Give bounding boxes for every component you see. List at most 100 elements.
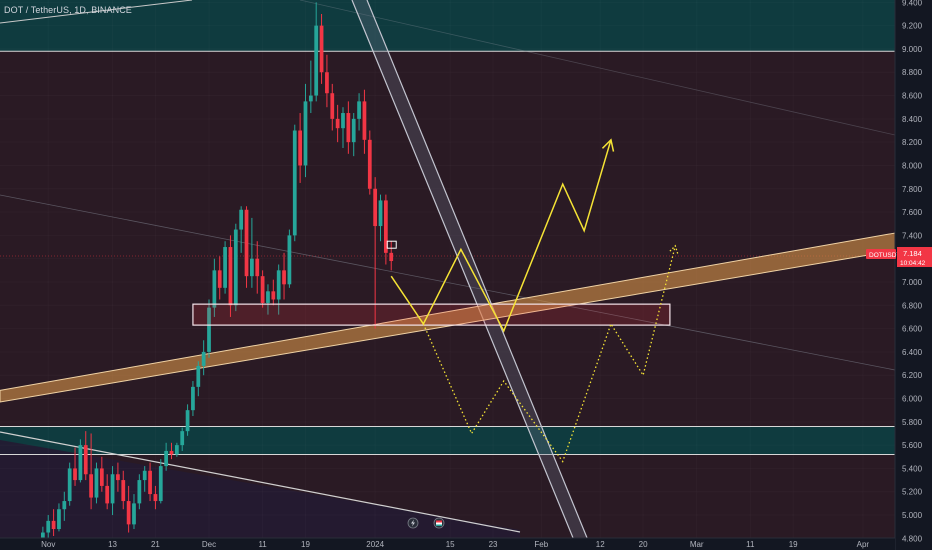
- price-tick-label: 4.800: [902, 534, 923, 543]
- projection-layer: [390, 138, 679, 463]
- price-tick-label: 8.600: [902, 92, 923, 101]
- candle-body: [174, 445, 179, 455]
- candle-body: [158, 466, 163, 502]
- candle-body: [196, 365, 201, 387]
- candle: [239, 206, 244, 253]
- time-tick-label: Mar: [690, 540, 704, 549]
- candle-body: [57, 509, 61, 530]
- candle-body: [357, 101, 361, 119]
- candle-body: [255, 258, 260, 277]
- candle-body: [180, 431, 185, 446]
- candle-body: [303, 101, 308, 166]
- time-tick-label: 12: [596, 540, 605, 549]
- candle-body: [132, 503, 136, 525]
- candle-body: [191, 386, 195, 411]
- candle-body: [239, 209, 244, 230]
- icons-layer: [407, 517, 445, 529]
- time-tick-label: 19: [301, 540, 310, 549]
- candle-body: [46, 520, 51, 533]
- flag-icon-bottom: [436, 524, 442, 526]
- candle: [276, 264, 281, 315]
- candle: [132, 494, 136, 530]
- price-tag-layer: DOTUSDT 7.184 10:04:42: [866, 247, 932, 267]
- candle-body: [244, 209, 249, 277]
- price-tick-label: 9.200: [902, 22, 923, 31]
- candle: [164, 442, 169, 471]
- candle: [346, 101, 351, 154]
- candle-body: [164, 450, 169, 467]
- descending-channel: [352, 0, 592, 550]
- candle: [185, 404, 190, 436]
- candle-body: [201, 351, 206, 366]
- price-tick-label: 6.800: [902, 301, 923, 310]
- candle: [335, 104, 340, 143]
- candle-body: [314, 25, 319, 96]
- candle-body: [185, 410, 190, 432]
- candle: [191, 381, 195, 416]
- candle-body: [94, 468, 99, 498]
- candle: [78, 439, 83, 483]
- upper-teal-zone: [0, 0, 895, 52]
- candle: [282, 252, 286, 300]
- candle: [99, 456, 104, 492]
- candle: [266, 284, 270, 315]
- price-tick-label: 5.600: [902, 441, 923, 450]
- candle-body: [282, 270, 286, 285]
- candle: [137, 474, 142, 510]
- candle-body: [62, 501, 67, 510]
- candle: [228, 235, 233, 317]
- price-tick-label: 6.000: [902, 395, 923, 404]
- candle: [57, 503, 61, 532]
- price-tick-label: 5.800: [902, 418, 923, 427]
- candle: [378, 194, 383, 242]
- candle-body: [153, 494, 158, 502]
- candle-body: [217, 270, 222, 288]
- candle-body: [137, 480, 142, 504]
- symbol-price-label-box: [866, 249, 896, 259]
- candle: [158, 459, 163, 504]
- candle-body: [233, 229, 238, 306]
- candle: [46, 515, 51, 539]
- candle: [105, 474, 110, 510]
- price-tick-label: 6.200: [902, 371, 923, 380]
- candle-body: [335, 118, 340, 129]
- symbol-title: DOT / TetherUS, 1D, BINANCE: [4, 5, 132, 15]
- candle-body: [73, 468, 77, 481]
- candle: [292, 124, 297, 242]
- candle-body: [266, 291, 270, 303]
- flag-icon: [433, 517, 445, 529]
- candle-body: [110, 474, 115, 504]
- time-tick-label: Dec: [202, 540, 216, 549]
- price-tick-label: 7.600: [902, 208, 923, 217]
- candle-body: [389, 252, 394, 262]
- descending-channel-lower: [366, 0, 593, 550]
- candle-body: [292, 130, 297, 236]
- price-tick-label: 9.400: [902, 0, 923, 7]
- faint-trendline: [0, 194, 896, 371]
- candle-body: [99, 468, 104, 486]
- projection-arrow-head-solid: [601, 138, 615, 152]
- candle: [383, 194, 388, 265]
- candle-body: [83, 445, 88, 475]
- candle-body: [121, 480, 126, 502]
- candle-body: [308, 95, 313, 102]
- lightning-icon-glyph: [411, 519, 415, 527]
- candle-body: [287, 235, 292, 285]
- flag-icon-middle: [436, 522, 442, 525]
- candle: [196, 361, 201, 397]
- candle: [325, 54, 329, 108]
- candle: [62, 491, 67, 521]
- price-tick-label: 8.400: [902, 115, 923, 124]
- candle-body: [126, 501, 131, 525]
- price-tick-label: 5.400: [902, 464, 923, 473]
- candle: [357, 93, 361, 131]
- time-tick-label: 15: [446, 540, 455, 549]
- candle: [341, 107, 345, 148]
- candle: [303, 83, 308, 178]
- candle: [319, 13, 324, 84]
- price-tick-label: 8.800: [902, 68, 923, 77]
- candle: [233, 223, 238, 312]
- candle: [67, 462, 72, 506]
- candle: [94, 462, 99, 504]
